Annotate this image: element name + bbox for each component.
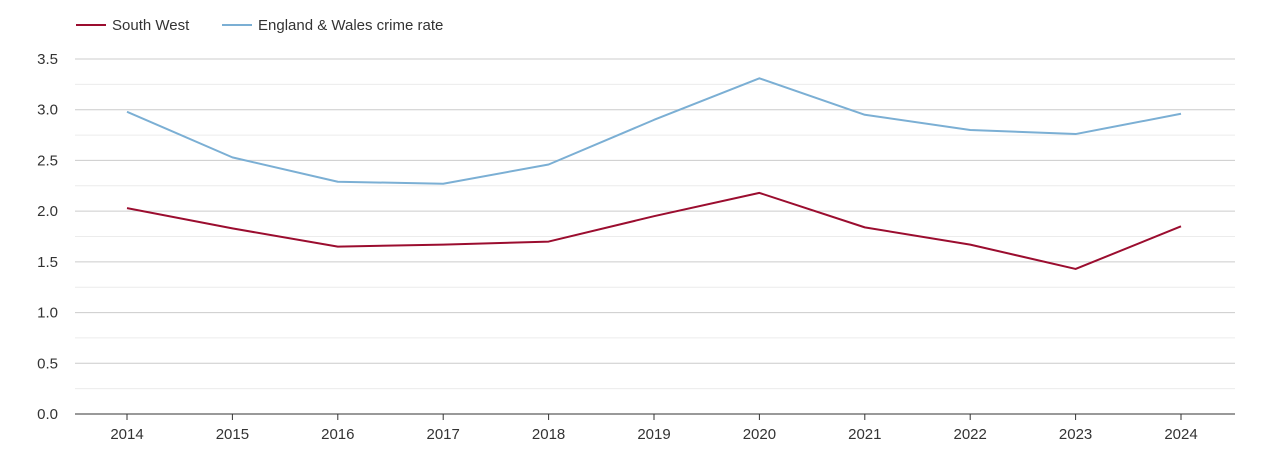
data-point-england-wales-crime-rate[interactable] [966, 126, 974, 134]
x-tick-label: 2024 [1164, 426, 1197, 443]
x-tick-label: 2020 [743, 426, 776, 443]
x-tick-label: 2023 [1059, 426, 1092, 443]
data-points [123, 74, 1185, 273]
data-point-south-west[interactable] [334, 243, 342, 251]
data-point-south-west[interactable] [755, 189, 763, 197]
data-point-south-west[interactable] [650, 212, 658, 220]
x-tick-label: 2015 [216, 426, 249, 443]
data-point-south-west[interactable] [228, 224, 236, 232]
data-point-england-wales-crime-rate[interactable] [1177, 110, 1185, 118]
series-lines [126, 77, 1182, 270]
y-tick-label: 3.0 [37, 102, 58, 119]
data-point-england-wales-crime-rate[interactable] [1072, 130, 1080, 138]
x-tick-label: 2018 [532, 426, 565, 443]
series-line-south-west[interactable] [126, 191, 1182, 270]
data-point-england-wales-crime-rate[interactable] [439, 180, 447, 188]
x-tick-label: 2014 [110, 426, 143, 443]
x-axis: 2014 2015 2016 2017 2018 2019 2020 2021 2022 2023… [110, 414, 1198, 443]
x-tick-label: 2016 [321, 426, 354, 443]
y-tick-label: 2.0 [37, 203, 58, 220]
data-point-england-wales-crime-rate[interactable] [123, 108, 131, 116]
legend-label-england-wales[interactable]: England & Wales crime rate [258, 17, 443, 34]
x-tick-label: 2017 [427, 426, 460, 443]
data-point-south-west[interactable] [1072, 265, 1080, 273]
y-tick-label: 1.5 [37, 254, 58, 271]
series-line-england-wales-crime-rate[interactable] [126, 77, 1182, 185]
data-point-england-wales-crime-rate[interactable] [545, 160, 553, 168]
data-point-england-wales-crime-rate[interactable] [228, 153, 236, 161]
data-point-england-wales-crime-rate[interactable] [861, 111, 869, 119]
legend: South West England & Wales crime rate [76, 17, 443, 34]
data-point-england-wales-crime-rate[interactable] [650, 116, 658, 124]
data-point-south-west[interactable] [439, 241, 447, 249]
data-point-south-west[interactable] [123, 204, 131, 212]
data-point-south-west[interactable] [1177, 222, 1185, 230]
x-tick-label: 2022 [954, 426, 987, 443]
x-tick-label: 2019 [637, 426, 670, 443]
y-tick-label: 0.5 [37, 355, 58, 372]
gridlines [75, 58, 1235, 390]
data-point-south-west[interactable] [545, 238, 553, 246]
y-tick-label: 2.5 [37, 152, 58, 169]
data-point-england-wales-crime-rate[interactable] [334, 178, 342, 186]
x-tick-label: 2021 [848, 426, 881, 443]
y-tick-label: 1.0 [37, 305, 58, 322]
y-axis: 0.0 0.5 1.0 1.5 2.0 2.5 3.0 3.5 [37, 51, 58, 423]
y-tick-label: 0.0 [37, 406, 58, 423]
y-tick-label: 3.5 [37, 51, 58, 68]
legend-label-south-west[interactable]: South West [112, 17, 190, 34]
data-point-south-west[interactable] [861, 223, 869, 231]
data-point-england-wales-crime-rate[interactable] [755, 74, 763, 82]
data-point-south-west[interactable] [966, 241, 974, 249]
